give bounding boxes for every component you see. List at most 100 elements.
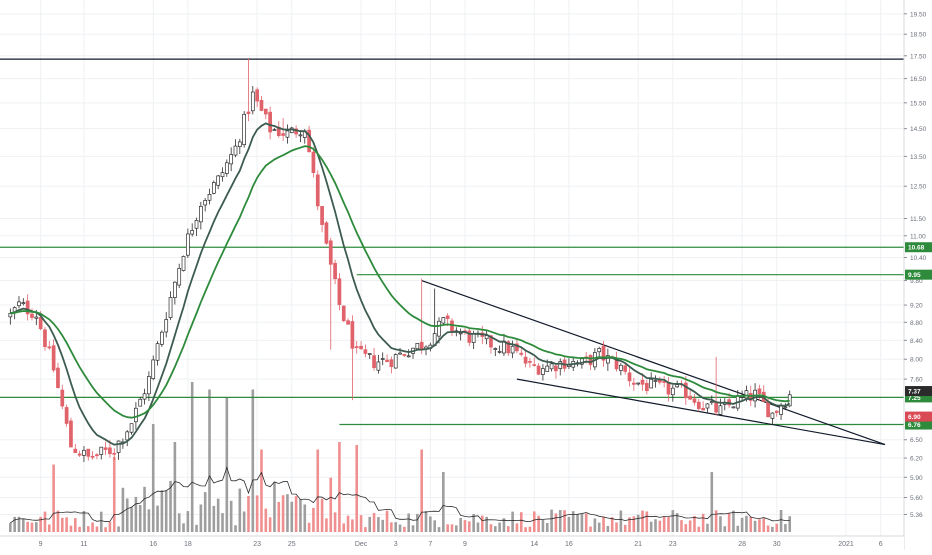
candle-body bbox=[259, 100, 264, 111]
volume-bar bbox=[78, 526, 81, 532]
price-tick-label: 7.60 bbox=[910, 377, 923, 384]
price-tick-label: 18.50 bbox=[910, 32, 927, 39]
volume-bar bbox=[632, 516, 636, 532]
candle-body bbox=[385, 359, 389, 363]
volume-bar bbox=[498, 522, 501, 532]
candle-body bbox=[545, 365, 550, 372]
candle-body bbox=[649, 378, 654, 389]
volume-bar bbox=[60, 517, 64, 532]
candle-body bbox=[770, 412, 775, 419]
volume-bar bbox=[502, 518, 506, 532]
volume-bar bbox=[766, 525, 770, 532]
candle-body bbox=[709, 401, 714, 403]
ema-slow-line bbox=[10, 145, 790, 419]
time-axis: 9 11 16 18 23 25 Dec 3 7 9 14 16 21 23 28 30 2021 6 bbox=[0, 535, 904, 550]
volume-bar bbox=[203, 492, 207, 532]
price-tick-label: 17.50 bbox=[910, 53, 927, 60]
volume-bar bbox=[662, 516, 666, 532]
candle-body bbox=[324, 222, 329, 244]
price-tick-label: 11.00 bbox=[910, 233, 926, 240]
candle-body bbox=[77, 453, 82, 456]
candle-body bbox=[363, 349, 368, 354]
price-tick-label: 5.36 bbox=[910, 512, 923, 519]
volume-bar bbox=[52, 464, 55, 532]
candle-body bbox=[714, 401, 718, 413]
volume-bar bbox=[372, 513, 376, 532]
volume-bar bbox=[342, 523, 346, 532]
volume-bar bbox=[589, 526, 592, 532]
volume-bar bbox=[212, 505, 216, 532]
volume-bar bbox=[446, 524, 449, 532]
candle-body bbox=[203, 200, 208, 206]
volume-bar bbox=[151, 424, 155, 532]
candle-body bbox=[211, 182, 216, 194]
volume-bar bbox=[299, 499, 302, 532]
volume-bar bbox=[567, 516, 571, 532]
time-tick-label: Dec bbox=[355, 541, 368, 548]
time-tick-label: 21 bbox=[634, 541, 642, 548]
candle-body bbox=[692, 398, 697, 403]
candle-body bbox=[164, 319, 169, 333]
candle-body bbox=[619, 364, 623, 371]
price-tick-label: 16.50 bbox=[910, 76, 927, 83]
volume-bar bbox=[476, 522, 480, 532]
volume-bar bbox=[485, 516, 488, 532]
volume-bar bbox=[558, 510, 562, 532]
volume-bar bbox=[749, 517, 753, 532]
volume-bar bbox=[463, 520, 467, 532]
volume-bar bbox=[727, 512, 731, 532]
candle-body bbox=[718, 405, 723, 415]
volume-bar bbox=[290, 501, 294, 532]
volume-bar bbox=[56, 510, 60, 532]
candle-body bbox=[419, 341, 424, 350]
candle-body bbox=[350, 321, 355, 349]
level-price-label: 10.68 bbox=[908, 245, 925, 252]
volume-bar bbox=[658, 520, 662, 532]
candle-body bbox=[168, 297, 173, 318]
candle-body bbox=[471, 333, 476, 343]
candle-body bbox=[549, 363, 554, 370]
volume-bar bbox=[65, 517, 68, 532]
price-tick-label: 14.50 bbox=[910, 126, 927, 133]
volume-bar bbox=[234, 525, 237, 532]
candle-body bbox=[380, 358, 385, 360]
candle-body bbox=[21, 302, 26, 305]
price-tick-label: 8.00 bbox=[910, 357, 923, 364]
candle-body bbox=[623, 365, 628, 372]
volume-bar bbox=[472, 513, 475, 532]
volume-bar bbox=[99, 511, 103, 532]
volume-bar bbox=[667, 516, 670, 532]
candle-body bbox=[233, 145, 238, 156]
price-tick-label: 8.40 bbox=[910, 338, 923, 345]
volume-bar bbox=[377, 517, 380, 532]
level-price-tag bbox=[905, 392, 932, 403]
volume-bar bbox=[104, 527, 107, 532]
candle-body bbox=[160, 331, 164, 345]
volume-bar bbox=[9, 522, 12, 532]
candle-body bbox=[69, 420, 73, 448]
candle-body bbox=[696, 401, 701, 409]
candle-body bbox=[606, 355, 610, 364]
candle-body bbox=[528, 361, 532, 363]
volume-bar bbox=[688, 520, 692, 532]
volume-bar bbox=[398, 524, 402, 532]
volume-bar bbox=[706, 523, 709, 532]
candle-body bbox=[60, 389, 65, 407]
candle-body bbox=[588, 354, 593, 366]
candle-body bbox=[229, 154, 234, 165]
price-tick-label: 6.20 bbox=[910, 456, 923, 463]
price-tick-label: 13.50 bbox=[910, 154, 927, 161]
volume-bar bbox=[281, 495, 285, 532]
candle-body bbox=[56, 367, 60, 389]
level-price-label: 6.76 bbox=[908, 422, 921, 429]
candle-body bbox=[757, 388, 762, 395]
volume-bar bbox=[771, 526, 774, 532]
volume-bar bbox=[610, 517, 614, 532]
candle-body bbox=[670, 387, 675, 396]
candle-body bbox=[34, 316, 39, 319]
volume-bar bbox=[519, 512, 523, 532]
volume-bar bbox=[286, 494, 289, 532]
volume-bar bbox=[351, 519, 354, 532]
volume-bar bbox=[294, 496, 298, 532]
volume-bar bbox=[576, 514, 579, 532]
